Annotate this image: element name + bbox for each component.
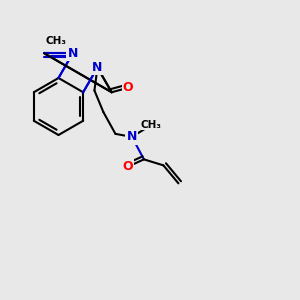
Text: O: O — [122, 160, 133, 173]
Text: N: N — [127, 130, 137, 143]
Text: CH₃: CH₃ — [141, 120, 162, 130]
Text: N: N — [92, 61, 103, 74]
Text: N: N — [68, 47, 78, 60]
Text: CH₃: CH₃ — [46, 36, 67, 46]
Text: O: O — [123, 81, 134, 94]
